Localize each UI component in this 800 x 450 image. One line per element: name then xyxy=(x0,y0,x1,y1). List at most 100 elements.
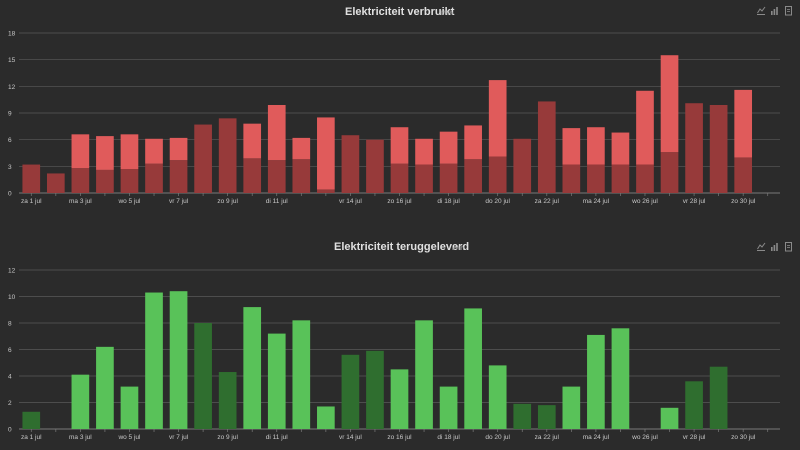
x-tick-label: zo 30 jul xyxy=(731,434,756,441)
x-tick-label: di 11 jul xyxy=(266,434,288,441)
bar-segment[interactable] xyxy=(562,386,581,429)
bar-segment[interactable] xyxy=(341,135,360,193)
bar-segment[interactable] xyxy=(218,118,237,193)
bar-segment[interactable] xyxy=(96,136,114,170)
bar-segment[interactable] xyxy=(537,101,556,193)
bar-segment[interactable] xyxy=(415,164,433,193)
bar-segment[interactable] xyxy=(734,89,753,158)
bar-segment[interactable] xyxy=(120,169,139,193)
bar-segment[interactable] xyxy=(709,366,728,429)
bar-segment[interactable] xyxy=(562,164,581,193)
bar-segment[interactable] xyxy=(587,127,605,165)
bar-segment[interactable] xyxy=(660,55,679,153)
bar-segment[interactable] xyxy=(685,103,703,193)
bar-segment[interactable] xyxy=(562,128,581,165)
bar-segment[interactable] xyxy=(243,158,262,193)
x-tick-label: za 1 jul xyxy=(21,198,42,205)
bar-segment[interactable] xyxy=(267,105,286,161)
bar-segment[interactable] xyxy=(587,334,605,429)
x-tick-label: ma 3 jul xyxy=(69,198,92,205)
bar-segment[interactable] xyxy=(660,152,679,193)
plot-area: 0 3 6 9 12 15 18 za 1 jul ma 3 jul wo 5 jul vr 7 j… xyxy=(8,31,780,205)
bar-segment[interactable] xyxy=(267,160,286,193)
bar-chart-icon[interactable] xyxy=(771,243,778,251)
bar-segment[interactable] xyxy=(685,381,703,429)
bar-segment[interactable] xyxy=(366,350,384,429)
bar-segment[interactable] xyxy=(390,163,409,193)
bar-segment[interactable] xyxy=(439,163,458,193)
bar-chart-icon[interactable] xyxy=(771,7,778,15)
bar-segment[interactable] xyxy=(317,406,335,429)
data-view-icon[interactable] xyxy=(785,6,792,16)
bar-segment[interactable] xyxy=(317,117,335,190)
bar-segment[interactable] xyxy=(709,105,728,193)
bar-segment[interactable] xyxy=(218,372,237,429)
bar-segment[interactable] xyxy=(71,374,90,429)
y-tick-label: 12 xyxy=(8,84,16,91)
bar-segment[interactable] xyxy=(415,138,433,165)
bar-segment[interactable] xyxy=(513,403,532,429)
bar-segment[interactable] xyxy=(537,405,556,429)
y-tick-label: 8 xyxy=(8,321,12,328)
export-image-icon[interactable] xyxy=(757,6,766,15)
bar-segment[interactable] xyxy=(267,333,286,429)
x-tick-label: vr 14 jul xyxy=(339,434,362,441)
bar-segment[interactable] xyxy=(317,189,335,193)
bar-segment[interactable] xyxy=(292,159,311,193)
bar-segment[interactable] xyxy=(194,124,212,193)
x-tick-label: vr 7 jul xyxy=(169,434,189,441)
bar-segment[interactable] xyxy=(366,139,384,193)
bar-segment[interactable] xyxy=(488,156,507,193)
y-tick-label: 0 xyxy=(8,427,12,434)
bar-segment[interactable] xyxy=(464,308,482,429)
bar-segment[interactable] xyxy=(611,328,630,429)
bar-segment[interactable] xyxy=(22,411,41,429)
bar-segment[interactable] xyxy=(71,168,90,193)
bar-segment[interactable] xyxy=(488,365,507,429)
bar-segment[interactable] xyxy=(439,131,458,164)
bar-segment[interactable] xyxy=(636,164,654,193)
bar-segment[interactable] xyxy=(169,160,188,193)
bar-segment[interactable] xyxy=(194,323,212,429)
bar-segment[interactable] xyxy=(341,354,360,429)
bar-segment[interactable] xyxy=(415,320,433,429)
x-tick-label: ma 24 jul xyxy=(583,198,610,205)
bar-segment[interactable] xyxy=(71,134,90,169)
bar-segment[interactable] xyxy=(22,164,41,193)
x-tick-label: vr 14 jul xyxy=(339,198,362,205)
bar-segment[interactable] xyxy=(439,386,458,429)
chart-returned-svg: Elektriciteit teruggeleverd kWh 0 2 4 6 8 10 1… xyxy=(8,241,792,441)
export-image-icon[interactable] xyxy=(757,242,766,251)
bar-segment[interactable] xyxy=(488,80,507,157)
bar-segment[interactable] xyxy=(464,125,482,160)
bar-segment[interactable] xyxy=(120,386,139,429)
bar-segment[interactable] xyxy=(513,138,532,193)
bar-segment[interactable] xyxy=(611,132,630,165)
bar-segment[interactable] xyxy=(169,291,188,429)
bar-segment[interactable] xyxy=(292,320,311,429)
x-tick-label: za 22 jul xyxy=(535,198,560,205)
bar-segment[interactable] xyxy=(587,164,605,193)
bar-segment[interactable] xyxy=(390,127,409,164)
bar-segment[interactable] xyxy=(46,173,65,193)
bar-segment[interactable] xyxy=(145,292,163,429)
bar-segment[interactable] xyxy=(145,163,163,193)
bar-segment[interactable] xyxy=(243,307,262,429)
bar-segment[interactable] xyxy=(464,159,482,193)
bar-segment[interactable] xyxy=(611,164,630,193)
data-view-icon[interactable] xyxy=(785,242,792,252)
bar-segment[interactable] xyxy=(145,138,163,164)
bar-segment[interactable] xyxy=(120,134,139,169)
bar-segment[interactable] xyxy=(660,407,679,429)
bar-segment[interactable] xyxy=(636,90,654,165)
bar-segment[interactable] xyxy=(292,137,311,160)
bar-segment[interactable] xyxy=(96,169,114,193)
y-tick-label: 15 xyxy=(8,57,16,64)
x-tick-label: di 18 jul xyxy=(437,434,460,441)
bar-segment[interactable] xyxy=(243,123,262,159)
bar-segment[interactable] xyxy=(169,137,188,161)
bar-segment[interactable] xyxy=(96,346,114,429)
bar-segment[interactable] xyxy=(390,369,409,429)
bar-segment[interactable] xyxy=(734,157,753,193)
x-tick-label: wo 5 jul xyxy=(117,198,141,205)
